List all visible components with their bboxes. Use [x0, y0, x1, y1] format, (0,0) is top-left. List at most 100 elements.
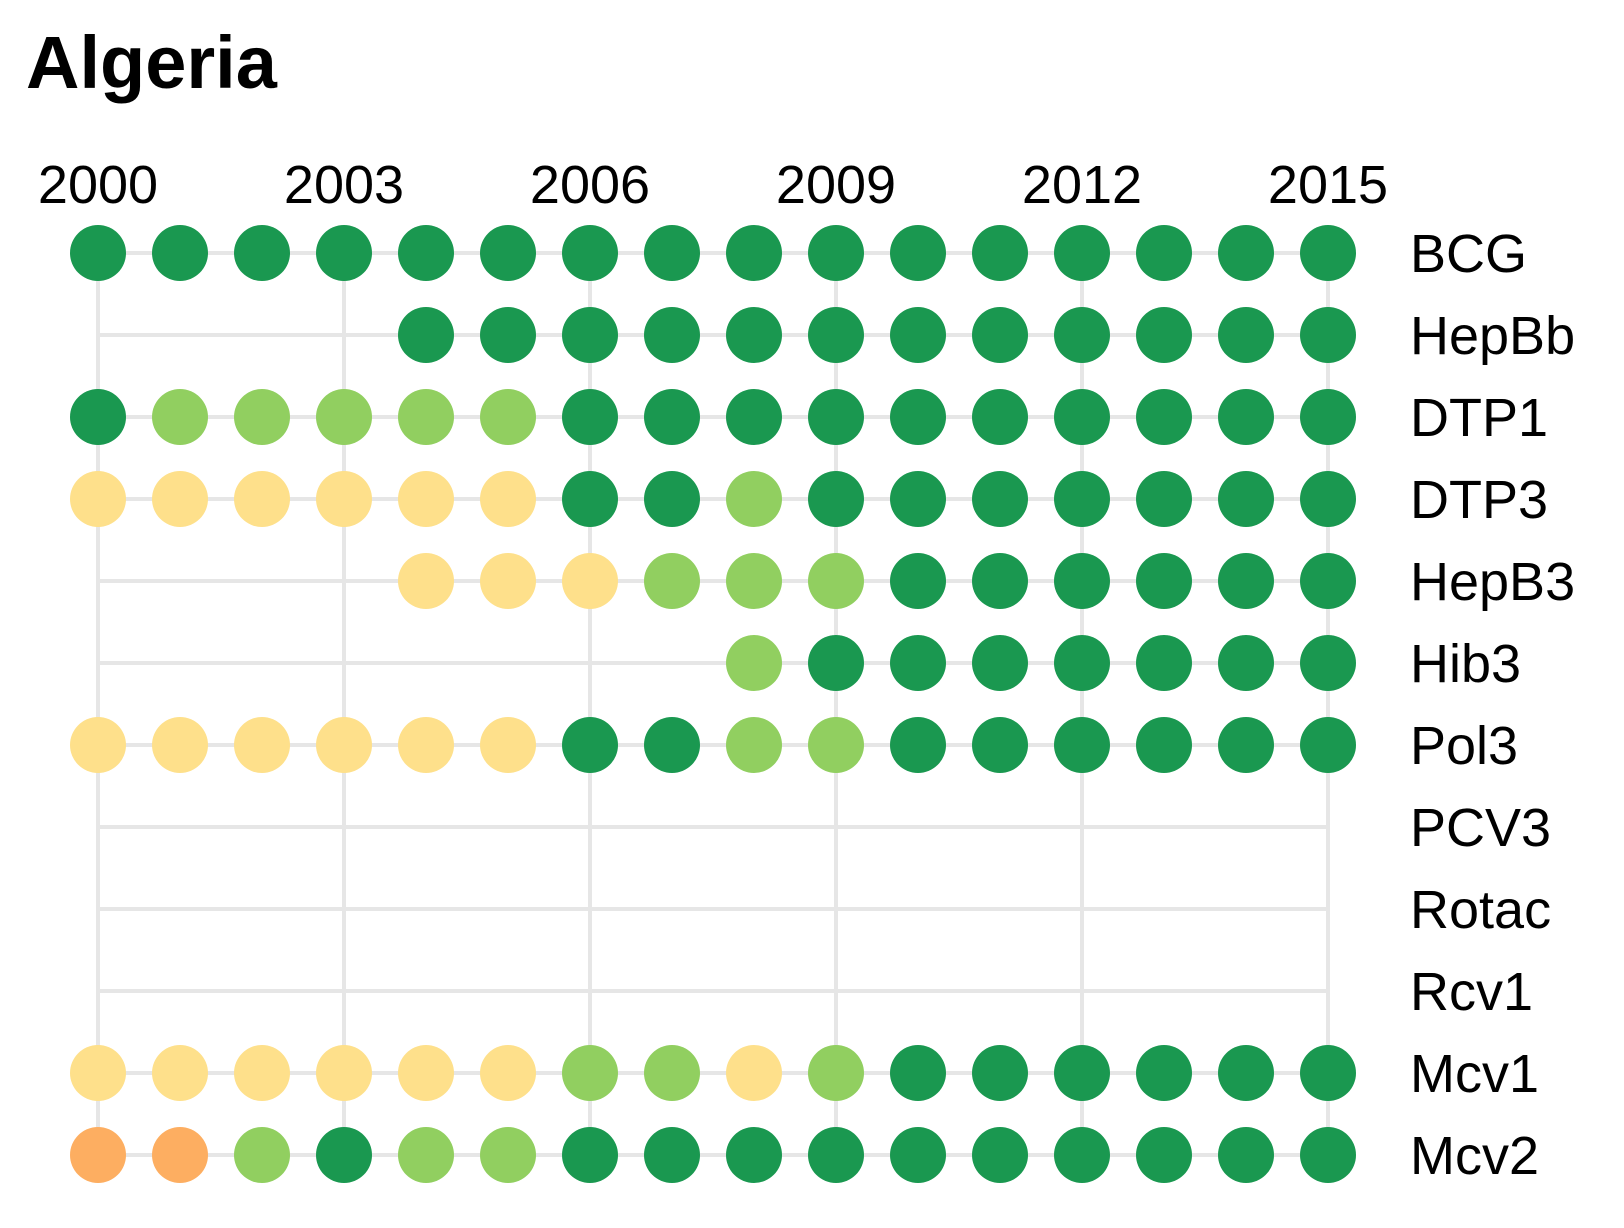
dot-Mcv2-2013: [1136, 1127, 1192, 1183]
dot-DTP1-2015: [1300, 389, 1356, 445]
vaccine-label-Mcv2: Mcv2: [1410, 1126, 1539, 1186]
dot-HepBb-2006: [562, 307, 618, 363]
dot-Pol3-2013: [1136, 717, 1192, 773]
dot-Mcv2-2009: [808, 1127, 864, 1183]
dot-DTP3-2010: [890, 471, 946, 527]
dot-HepB3-2011: [972, 553, 1028, 609]
dot-Hib3-2011: [972, 635, 1028, 691]
dot-Mcv1-2006: [562, 1045, 618, 1101]
dot-DTP1-2011: [972, 389, 1028, 445]
dot-Pol3-2009: [808, 717, 864, 773]
dot-HepBb-2012: [1054, 307, 1110, 363]
dot-HepBb-2011: [972, 307, 1028, 363]
dot-Hib3-2013: [1136, 635, 1192, 691]
dot-BCG-2010: [890, 225, 946, 281]
dot-DTP3-2015: [1300, 471, 1356, 527]
dot-Mcv1-2003: [316, 1045, 372, 1101]
vaccine-label-Rcv1: Rcv1: [1410, 962, 1533, 1022]
year-axis: 2000 2003 2006 2009 2012 2015: [38, 155, 1388, 215]
dot-BCG-2008: [726, 225, 782, 281]
dot-Mcv1-2002: [234, 1045, 290, 1101]
dot-HepB3-2009: [808, 553, 864, 609]
dot-Mcv2-2007: [644, 1127, 700, 1183]
dot-Pol3-2005: [480, 717, 536, 773]
dot-BCG-2009: [808, 225, 864, 281]
dot-BCG-2005: [480, 225, 536, 281]
dot-Mcv1-2013: [1136, 1045, 1192, 1101]
dot-HepBb-2014: [1218, 307, 1274, 363]
dot-Mcv1-2015: [1300, 1045, 1356, 1101]
dot-BCG-2004: [398, 225, 454, 281]
dot-DTP1-2006: [562, 389, 618, 445]
dot-Mcv1-2007: [644, 1045, 700, 1101]
dot-Hib3-2014: [1218, 635, 1274, 691]
dot-DTP3-2013: [1136, 471, 1192, 527]
dot-Pol3-2000: [70, 717, 126, 773]
dot-HepB3-2013: [1136, 553, 1192, 609]
dot-HepBb-2007: [644, 307, 700, 363]
dot-HepBb-2015: [1300, 307, 1356, 363]
dot-Mcv2-2000: [70, 1127, 126, 1183]
dot-Mcv1-2010: [890, 1045, 946, 1101]
vaccine-label-BCG: BCG: [1410, 224, 1527, 284]
dot-HepB3-2012: [1054, 553, 1110, 609]
dot-Pol3-2001: [152, 717, 208, 773]
dot-HepB3-2014: [1218, 553, 1274, 609]
dot-DTP1-2003: [316, 389, 372, 445]
vaccine-label-HepBb: HepBb: [1410, 306, 1575, 366]
coverage-dots: [70, 225, 1356, 1183]
dot-DTP1-2010: [890, 389, 946, 445]
dot-DTP1-2012: [1054, 389, 1110, 445]
dot-DTP1-2009: [808, 389, 864, 445]
dot-DTP1-2007: [644, 389, 700, 445]
dot-DTP3-2001: [152, 471, 208, 527]
dot-DTP3-2005: [480, 471, 536, 527]
dot-HepB3-2006: [562, 553, 618, 609]
dot-BCG-2007: [644, 225, 700, 281]
year-tick-label-2015: 2015: [1268, 155, 1388, 215]
dot-DTP3-2002: [234, 471, 290, 527]
dot-DTP1-2008: [726, 389, 782, 445]
dot-HepBb-2004: [398, 307, 454, 363]
dot-Mcv2-2015: [1300, 1127, 1356, 1183]
dot-BCG-2015: [1300, 225, 1356, 281]
year-tick-label-2009: 2009: [776, 155, 896, 215]
vaccine-labels: BCG HepBb DTP1 DTP3 HepB3 Hib3 Pol3 PCV3 Rotac Rc…: [1410, 224, 1575, 1186]
dot-BCG-2014: [1218, 225, 1274, 281]
dot-DTP3-2004: [398, 471, 454, 527]
dot-HepB3-2004: [398, 553, 454, 609]
dot-Mcv1-2008: [726, 1045, 782, 1101]
year-tick-label-2006: 2006: [530, 155, 650, 215]
dot-BCG-2013: [1136, 225, 1192, 281]
dot-DTP3-2012: [1054, 471, 1110, 527]
dot-Pol3-2002: [234, 717, 290, 773]
dot-Mcv1-2001: [152, 1045, 208, 1101]
dot-HepB3-2010: [890, 553, 946, 609]
dot-Mcv2-2005: [480, 1127, 536, 1183]
dot-Mcv2-2003: [316, 1127, 372, 1183]
dot-Hib3-2008: [726, 635, 782, 691]
dot-DTP3-2009: [808, 471, 864, 527]
dot-Mcv2-2011: [972, 1127, 1028, 1183]
dot-BCG-2012: [1054, 225, 1110, 281]
dot-Hib3-2012: [1054, 635, 1110, 691]
dot-Mcv1-2004: [398, 1045, 454, 1101]
dot-HepBb-2008: [726, 307, 782, 363]
grid-layer: [96, 251, 1330, 1157]
dot-DTP1-2013: [1136, 389, 1192, 445]
dot-Pol3-2015: [1300, 717, 1356, 773]
dot-Mcv2-2012: [1054, 1127, 1110, 1183]
year-tick-label-2012: 2012: [1022, 155, 1142, 215]
dot-DTP3-2014: [1218, 471, 1274, 527]
dot-DTP1-2000: [70, 389, 126, 445]
chart-title: Algeria: [26, 21, 278, 104]
dot-DTP3-2003: [316, 471, 372, 527]
dot-DTP3-2007: [644, 471, 700, 527]
dot-HepBb-2005: [480, 307, 536, 363]
dot-HepBb-2013: [1136, 307, 1192, 363]
dot-BCG-2001: [152, 225, 208, 281]
dot-Mcv2-2008: [726, 1127, 782, 1183]
dot-Pol3-2012: [1054, 717, 1110, 773]
dot-HepBb-2010: [890, 307, 946, 363]
dot-Mcv1-2012: [1054, 1045, 1110, 1101]
